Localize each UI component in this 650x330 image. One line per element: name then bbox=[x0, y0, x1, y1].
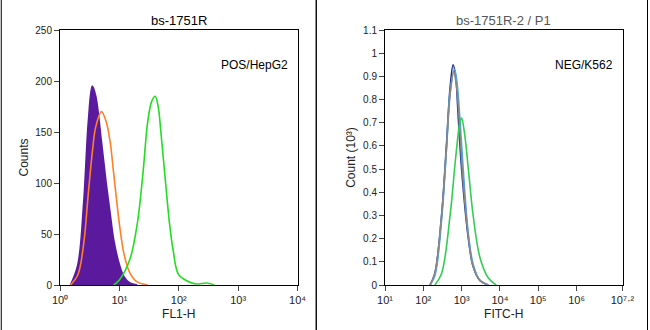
svg-text:0.5: 0.5 bbox=[363, 164, 377, 175]
svg-text:0: 0 bbox=[371, 280, 377, 291]
svg-text:200: 200 bbox=[35, 76, 52, 87]
svg-text:0.4: 0.4 bbox=[363, 187, 377, 198]
svg-text:0.2: 0.2 bbox=[363, 233, 377, 244]
svg-text:NEG/K562: NEG/K562 bbox=[555, 58, 613, 72]
svg-text:10⁴: 10⁴ bbox=[289, 294, 306, 306]
svg-text:100: 100 bbox=[35, 178, 52, 189]
svg-text:FITC-H: FITC-H bbox=[484, 307, 523, 321]
svg-text:0: 0 bbox=[46, 280, 52, 291]
svg-text:0.8: 0.8 bbox=[363, 94, 377, 105]
svg-text:0.7: 0.7 bbox=[363, 117, 377, 128]
svg-text:Counts: Counts bbox=[17, 138, 31, 176]
svg-text:FL1-H: FL1-H bbox=[162, 307, 195, 321]
svg-text:0.3: 0.3 bbox=[363, 210, 377, 221]
svg-text:Count (10³): Count (10³) bbox=[344, 127, 358, 188]
svg-text:1: 1 bbox=[371, 48, 377, 59]
svg-text:bs-1751R-2 / P1: bs-1751R-2 / P1 bbox=[456, 13, 551, 28]
svg-text:10³: 10³ bbox=[230, 294, 246, 306]
svg-text:POS/HepG2: POS/HepG2 bbox=[221, 58, 288, 72]
svg-text:10⁶: 10⁶ bbox=[568, 294, 585, 306]
svg-text:10⁴: 10⁴ bbox=[491, 294, 508, 306]
svg-text:10⁷·²: 10⁷·² bbox=[611, 294, 635, 306]
svg-text:10⁰: 10⁰ bbox=[52, 294, 68, 306]
svg-text:10²: 10² bbox=[171, 294, 187, 306]
svg-text:150: 150 bbox=[35, 127, 52, 138]
svg-text:10¹: 10¹ bbox=[111, 294, 127, 306]
svg-text:10³: 10³ bbox=[454, 294, 470, 306]
svg-text:10⁵: 10⁵ bbox=[530, 294, 547, 306]
svg-text:250: 250 bbox=[35, 25, 52, 36]
svg-text:10²: 10² bbox=[415, 294, 431, 306]
svg-text:0.9: 0.9 bbox=[363, 71, 377, 82]
svg-text:0.6: 0.6 bbox=[363, 140, 377, 151]
svg-text:10¹: 10¹ bbox=[377, 294, 393, 306]
svg-text:bs-1751R: bs-1751R bbox=[151, 13, 207, 28]
svg-text:1.1: 1.1 bbox=[363, 25, 377, 36]
svg-text:50: 50 bbox=[41, 229, 53, 240]
svg-text:0.1: 0.1 bbox=[363, 256, 377, 267]
